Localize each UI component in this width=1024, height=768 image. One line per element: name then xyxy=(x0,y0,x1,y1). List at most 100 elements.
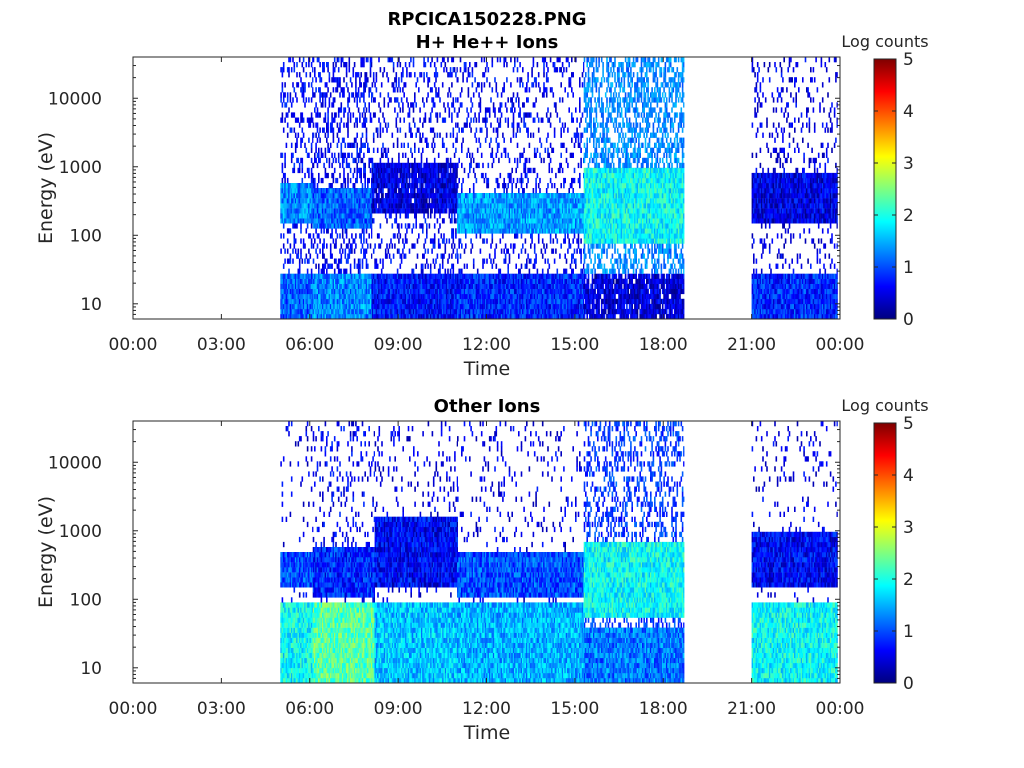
spectrogram-cell xyxy=(516,157,519,164)
spectrogram-cell xyxy=(526,228,528,234)
spectrogram-cell xyxy=(340,278,343,284)
spectrogram-cell xyxy=(400,288,403,295)
spectrogram-cell xyxy=(361,314,364,319)
spectrogram-cell xyxy=(304,87,306,93)
spectrogram-cell xyxy=(316,253,319,259)
spectrogram-cell xyxy=(399,263,402,269)
spectrogram-cell xyxy=(431,167,433,174)
spectrogram-cell xyxy=(328,303,331,310)
spectrogram-cell xyxy=(281,102,284,108)
spectrogram-cell xyxy=(440,283,443,289)
spectrogram-cell xyxy=(364,208,366,214)
spectrogram-cell xyxy=(467,147,470,153)
spectrogram-cell xyxy=(348,97,351,103)
spectrogram-cell xyxy=(487,193,490,199)
spectrogram-cell xyxy=(448,273,451,279)
spectrogram-cell xyxy=(445,278,448,284)
spectrogram-cell xyxy=(305,218,308,224)
spectrogram-cell xyxy=(488,112,491,118)
spectrogram-cell xyxy=(387,283,390,289)
spectrogram-cell xyxy=(281,278,284,284)
spectrogram-cell xyxy=(308,172,310,179)
spectrogram-cell xyxy=(327,142,329,148)
spectrogram-cell xyxy=(390,258,392,264)
spectrogram-cell xyxy=(455,172,457,179)
spectrogram-cell xyxy=(449,293,452,300)
spectrogram-cell xyxy=(292,258,294,264)
spectrogram-cell xyxy=(437,293,440,300)
spectrogram-cell xyxy=(312,188,315,194)
spectrogram-cell xyxy=(386,183,388,189)
spectrogram-cell xyxy=(480,223,483,229)
spectrogram-cell xyxy=(301,298,304,305)
spectrogram-cell xyxy=(296,213,298,219)
spectrogram-cell xyxy=(412,268,415,274)
spectrogram-cell xyxy=(504,208,507,214)
spectrogram-cell xyxy=(484,293,487,300)
spectrogram-cell xyxy=(394,278,396,284)
spectrogram-cell xyxy=(410,283,412,289)
spectrogram-cell xyxy=(372,248,375,254)
spectrogram-cell xyxy=(420,293,423,300)
spectrogram-cell xyxy=(458,243,460,249)
spectrogram-cell xyxy=(301,183,304,189)
spectrogram-cell xyxy=(500,228,503,234)
spectrogram-cell xyxy=(447,162,449,169)
spectrogram-cell xyxy=(340,223,343,229)
spectrogram-cell xyxy=(459,303,462,310)
spectrogram-cell xyxy=(412,172,415,179)
spectrogram-cell xyxy=(491,208,494,214)
spectrogram-cell xyxy=(402,203,404,209)
spectrogram-cell xyxy=(335,213,337,219)
spectrogram-cell xyxy=(420,193,423,199)
spectrogram-cell xyxy=(383,278,386,284)
spectrogram-cell xyxy=(480,303,483,310)
spectrogram-cell xyxy=(470,208,472,214)
spectrogram-cell xyxy=(301,82,304,88)
spectrogram-cell xyxy=(391,293,394,300)
spectrogram-cell xyxy=(466,314,468,319)
spectrogram-cell xyxy=(368,303,370,310)
spectrogram-cell xyxy=(395,308,398,315)
spectrogram-cell xyxy=(475,213,478,219)
spectrogram-cell xyxy=(363,162,365,169)
spectrogram-cell xyxy=(476,298,479,305)
spectrogram-cell xyxy=(353,142,356,148)
spectrogram-cell xyxy=(315,273,317,279)
spectrogram-cell xyxy=(360,213,362,219)
spectrogram-cell xyxy=(398,177,400,184)
spectrogram-cell xyxy=(383,117,386,123)
spectrogram-cell xyxy=(408,248,411,254)
spectrogram-cell xyxy=(512,293,515,300)
spectrogram-cell xyxy=(452,142,455,148)
spectrogram-cell xyxy=(328,193,331,199)
spectrogram-cell xyxy=(488,213,491,219)
spectrogram-cell xyxy=(429,177,432,184)
spectrogram-cell xyxy=(378,117,380,123)
spectrogram-cell xyxy=(285,188,288,194)
spectrogram-cell xyxy=(406,278,408,284)
spectrogram-cell xyxy=(339,268,341,274)
spectrogram-cell xyxy=(506,273,508,279)
spectrogram-cell xyxy=(387,183,390,189)
spectrogram-cell xyxy=(343,77,345,83)
spectrogram-cell xyxy=(527,112,529,118)
spectrogram-cell xyxy=(404,188,407,194)
spectrogram-cell xyxy=(290,152,293,158)
spectrogram-cell xyxy=(360,278,362,284)
spectrogram-cell xyxy=(390,208,392,214)
spectrogram-cell xyxy=(296,253,298,259)
spectrogram-cell xyxy=(345,314,348,319)
spectrogram-cell xyxy=(451,283,453,289)
spectrogram-cell xyxy=(526,293,528,300)
spectrogram-cell xyxy=(462,177,464,184)
spectrogram-cell xyxy=(441,303,444,310)
spectrogram-cell xyxy=(422,303,424,310)
spectrogram-cell xyxy=(447,157,449,164)
spectrogram-cell xyxy=(453,167,456,174)
spectrogram-cell xyxy=(320,273,323,279)
spectrogram-cell xyxy=(436,283,439,289)
spectrogram-cell xyxy=(361,273,364,279)
spectrogram-cell xyxy=(436,172,439,179)
spectrogram-cell xyxy=(388,57,391,63)
